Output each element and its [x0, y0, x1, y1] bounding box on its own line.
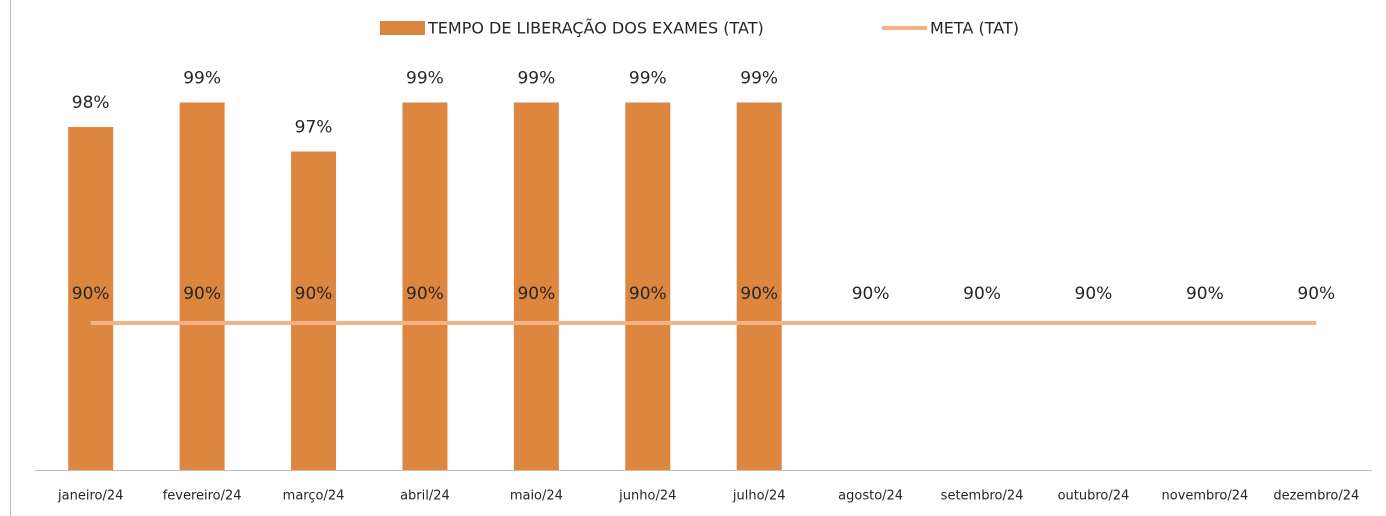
x-tick-label: setembro/24 — [941, 489, 1024, 504]
data-label: 98% — [72, 93, 110, 113]
legend-swatch — [380, 21, 425, 35]
x-tick-label: junho/24 — [618, 489, 676, 504]
x-tick-label: agosto/24 — [838, 489, 903, 504]
bar — [625, 102, 671, 470]
bar — [291, 151, 337, 470]
bar — [179, 102, 225, 470]
bar — [736, 102, 782, 470]
data-label: 90% — [517, 284, 555, 304]
data-label: 90% — [963, 284, 1001, 304]
data-label: 99% — [517, 69, 555, 89]
bar — [68, 127, 114, 470]
data-label: 99% — [629, 69, 667, 89]
data-label: 90% — [852, 284, 890, 304]
chart-frame — [10, 0, 11, 516]
data-label: 99% — [740, 69, 778, 89]
x-tick-label: maio/24 — [510, 489, 563, 504]
x-tick-label: março/24 — [283, 489, 345, 504]
data-label: 90% — [629, 284, 667, 304]
x-tick-label: novembro/24 — [1162, 489, 1249, 504]
data-label: 90% — [295, 284, 333, 304]
x-tick-label: abril/24 — [400, 489, 450, 504]
data-label: 90% — [1186, 284, 1224, 304]
data-label: 90% — [406, 284, 444, 304]
bar — [513, 102, 559, 470]
x-tick-label: dezembro/24 — [1273, 489, 1359, 504]
x-tick-label: julho/24 — [732, 489, 786, 504]
x-tick-label: janeiro/24 — [57, 489, 123, 504]
data-label: 90% — [1297, 284, 1335, 304]
data-label: 90% — [72, 284, 110, 304]
legend-label: TEMPO DE LIBERAÇÃO DOS EXAMES (TAT) — [427, 19, 764, 38]
data-label: 97% — [295, 118, 333, 138]
x-tick-label: outubro/24 — [1058, 489, 1130, 504]
data-label: 90% — [1075, 284, 1113, 304]
data-label: 90% — [183, 284, 221, 304]
x-tick-label: fevereiro/24 — [163, 489, 242, 504]
data-label: 90% — [740, 284, 778, 304]
data-label: 99% — [406, 69, 444, 89]
data-label: 99% — [183, 69, 221, 89]
bar — [402, 102, 448, 470]
legend-label: META (TAT) — [930, 19, 1019, 38]
